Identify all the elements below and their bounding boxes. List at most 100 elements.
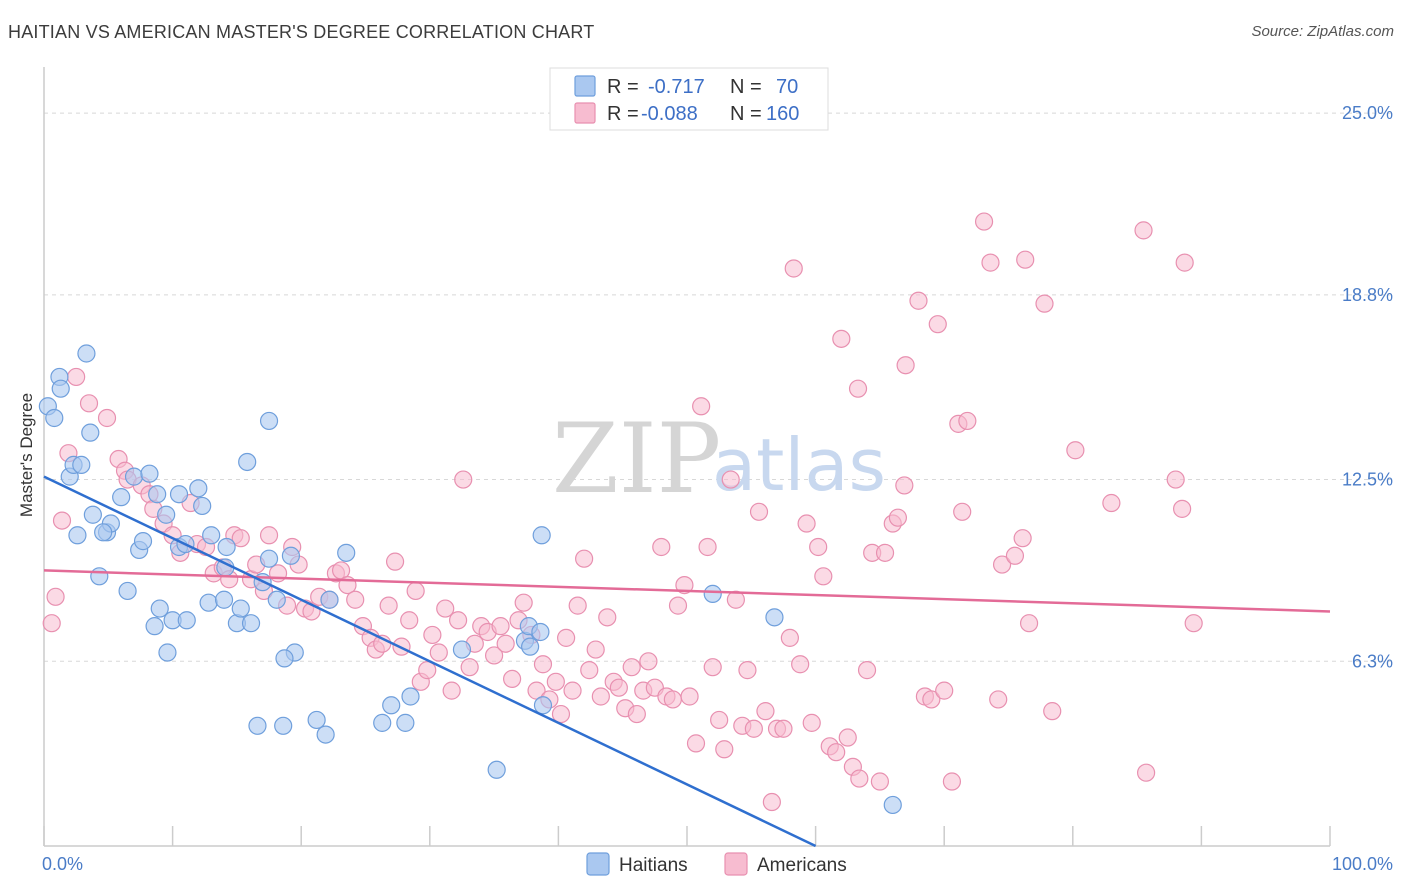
x-tick-label: 0.0% <box>42 854 83 874</box>
american-point <box>809 537 828 557</box>
american-point <box>875 543 895 562</box>
haitian-point <box>202 526 221 545</box>
american-point <box>680 687 699 706</box>
haitian-point <box>267 590 286 609</box>
american-point <box>756 702 775 721</box>
haitian-point <box>140 464 159 483</box>
american-point <box>974 212 994 231</box>
american-point <box>981 253 1000 272</box>
american-point <box>400 611 419 630</box>
haitian-point <box>401 687 420 706</box>
american-point <box>774 719 793 738</box>
american-point <box>1175 253 1194 272</box>
american-point <box>1166 470 1185 489</box>
haitian-point <box>248 716 267 735</box>
stats-legend-box <box>549 67 829 131</box>
american-point <box>692 397 711 416</box>
american-point <box>418 661 437 680</box>
x-tick-marks <box>43 826 1331 846</box>
haitian-point <box>150 599 169 618</box>
american-point <box>953 502 972 521</box>
legend-r-label-americans: R = <box>607 103 639 125</box>
american-point <box>557 628 576 647</box>
y-tick-label: 6.3% <box>1352 651 1393 671</box>
haitian-point <box>45 408 64 428</box>
haitian-point <box>72 455 91 474</box>
american-point <box>1019 614 1039 633</box>
american-point <box>622 658 641 677</box>
american-point <box>791 655 810 674</box>
haitian-point <box>373 713 392 732</box>
haitian-point <box>118 581 137 601</box>
american-point <box>703 658 722 677</box>
american-point <box>738 661 757 680</box>
haitian-point <box>320 590 339 609</box>
haitian-point <box>231 599 250 618</box>
haitian-point <box>275 649 294 668</box>
american-point <box>1013 529 1032 548</box>
american-point <box>379 596 398 615</box>
haitian-point <box>193 496 212 516</box>
legend-n-value-americans: 160 <box>766 103 799 125</box>
haitian-point <box>94 523 113 542</box>
haitian-point <box>83 505 102 524</box>
haitian-point <box>337 543 356 562</box>
haitians-legend-swatch <box>586 852 610 876</box>
american-point <box>686 734 706 753</box>
haitian-point <box>307 710 326 730</box>
american-point <box>1184 614 1203 633</box>
american-point <box>586 640 605 659</box>
haitian-point <box>259 549 279 568</box>
watermark: ZIP atlas <box>552 403 886 515</box>
americans-legend-label: Americans <box>757 855 847 876</box>
haitian-point <box>133 532 153 551</box>
american-point <box>609 678 628 697</box>
americans-points <box>42 212 1203 812</box>
haitian-point <box>883 795 902 815</box>
american-point <box>385 552 405 571</box>
stats-legend: R = -0.717 N = 70 R = -0.088 N = 160 <box>549 67 829 131</box>
american-point <box>442 681 461 700</box>
y-tick-label: 12.5% <box>1342 470 1393 490</box>
american-point <box>827 743 846 762</box>
chart-title: HAITIAN VS AMERICAN MASTER'S DEGREE CORR… <box>8 22 595 42</box>
source-credit: Source: ZipAtlas.com <box>1251 23 1394 40</box>
haitian-point <box>124 467 144 486</box>
american-point <box>814 567 833 586</box>
american-point <box>406 581 425 601</box>
haitian-point <box>703 584 722 603</box>
american-point <box>896 356 915 375</box>
american-point <box>1102 493 1121 513</box>
american-point <box>231 529 250 548</box>
haitian-point <box>533 696 553 715</box>
legend-r-value-americans: -0.088 <box>641 103 698 125</box>
american-point <box>639 652 658 671</box>
haitian-point <box>259 411 279 431</box>
american-point <box>749 502 769 521</box>
american-point <box>491 617 510 636</box>
american-point <box>514 593 533 612</box>
haitian-point <box>68 526 87 545</box>
haitian-point <box>90 567 109 586</box>
american-point <box>503 669 522 689</box>
american-point <box>848 379 868 398</box>
american-point <box>663 690 682 709</box>
american-point <box>79 394 99 413</box>
american-point <box>726 590 745 609</box>
american-point <box>989 690 1008 709</box>
y-tick-label: 25.0% <box>1342 103 1393 123</box>
american-point <box>762 792 781 812</box>
american-point <box>715 740 734 759</box>
american-point <box>67 367 86 387</box>
american-point <box>1134 221 1153 240</box>
haitian-point <box>241 614 261 633</box>
american-point <box>436 599 455 618</box>
x-tick-label: 100.0% <box>1332 854 1393 874</box>
american-point <box>52 511 72 530</box>
haitian-point <box>217 537 236 557</box>
x-tick-labels: 0.0% 100.0% <box>42 854 1393 874</box>
haitian-point <box>81 423 100 442</box>
american-point <box>668 596 688 615</box>
american-point <box>551 704 571 724</box>
